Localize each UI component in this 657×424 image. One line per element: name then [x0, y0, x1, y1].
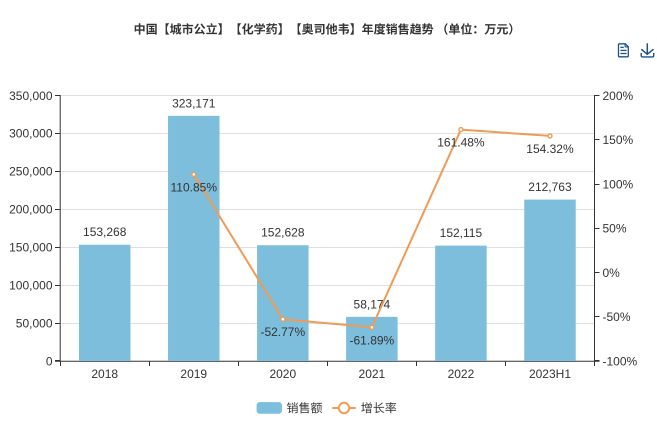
- svg-text:154.32%: 154.32%: [526, 142, 574, 156]
- svg-text:-61.89%: -61.89%: [350, 333, 395, 347]
- svg-text:250,000: 250,000: [9, 165, 53, 179]
- svg-text:2022: 2022: [448, 367, 475, 381]
- svg-text:-100%: -100%: [603, 354, 638, 368]
- svg-text:200,000: 200,000: [9, 203, 53, 217]
- svg-text:-50%: -50%: [603, 310, 631, 324]
- svg-text:0%: 0%: [603, 266, 621, 280]
- svg-text:212,763: 212,763: [528, 180, 572, 194]
- svg-text:0: 0: [46, 354, 53, 368]
- svg-text:150,000: 150,000: [9, 241, 53, 255]
- svg-text:50%: 50%: [603, 222, 627, 236]
- svg-text:150%: 150%: [603, 133, 634, 147]
- svg-text:100,000: 100,000: [9, 278, 53, 292]
- svg-text:323,171: 323,171: [172, 96, 216, 110]
- svg-text:110.85%: 110.85%: [171, 180, 218, 194]
- svg-text:-52.77%: -52.77%: [260, 325, 305, 339]
- svg-text:350,000: 350,000: [9, 89, 53, 103]
- svg-text:200%: 200%: [603, 89, 634, 103]
- svg-text:100%: 100%: [603, 177, 634, 191]
- svg-text:161.48%: 161.48%: [437, 136, 485, 150]
- svg-text:152,115: 152,115: [440, 226, 483, 240]
- svg-text:152,628: 152,628: [261, 226, 305, 240]
- svg-text:2021: 2021: [359, 367, 386, 381]
- svg-text:2018: 2018: [91, 367, 118, 381]
- svg-text:50,000: 50,000: [16, 316, 53, 330]
- svg-text:153,268: 153,268: [83, 225, 127, 239]
- svg-text:300,000: 300,000: [9, 127, 53, 141]
- svg-text:2023H1: 2023H1: [529, 367, 571, 381]
- svg-text:2019: 2019: [180, 367, 207, 381]
- svg-text:2020: 2020: [269, 367, 296, 381]
